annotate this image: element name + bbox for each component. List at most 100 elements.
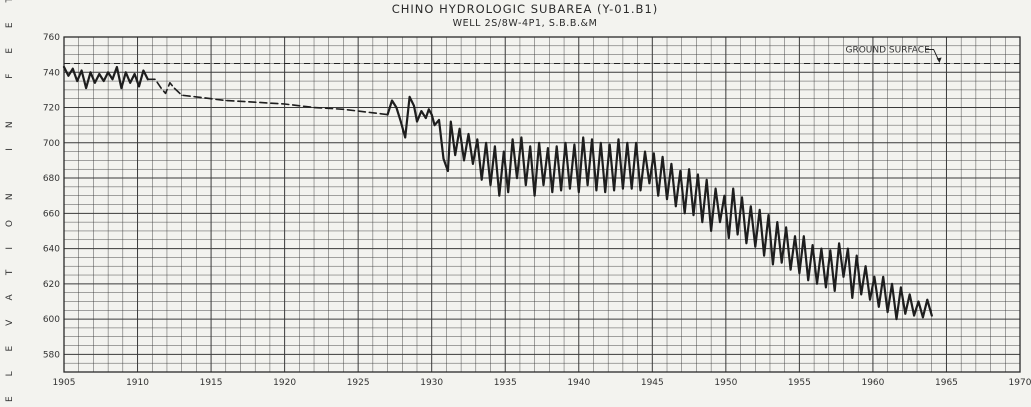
water-level-point	[342, 108, 344, 110]
water-level-point	[225, 99, 227, 102]
water-level-point	[160, 87, 162, 89]
water-level-point	[72, 68, 74, 70]
water-level-point	[719, 221, 721, 223]
water-level-point	[416, 121, 418, 123]
y-tick-label: 620	[43, 280, 60, 290]
ground-surface-leader	[925, 48, 941, 63]
water-level-point	[89, 71, 92, 73]
x-tick-label: 1940	[567, 378, 590, 388]
x-tick-label: 1905	[53, 378, 76, 388]
water-level-point	[569, 188, 571, 190]
water-level-point	[882, 276, 884, 278]
water-level-point	[891, 283, 893, 285]
water-level-point	[865, 265, 867, 267]
water-level-point	[447, 170, 449, 172]
water-level-point	[759, 209, 761, 211]
water-level-point	[785, 226, 787, 228]
water-level-point	[887, 311, 889, 313]
y-axis-label: ELEVATION IN FEET	[5, 0, 15, 402]
water-level-point	[284, 103, 286, 105]
water-level-point	[781, 262, 783, 264]
water-level-point	[710, 230, 712, 232]
x-tick-labels: 1905 1910 1915 1920 1925 1930 1935 1940 1945 1950…	[53, 378, 1031, 388]
y-tick-label: 700	[43, 139, 60, 149]
water-level-point	[617, 138, 620, 140]
reference-lines: GROUND SURFACE	[64, 45, 1020, 64]
water-level-point	[481, 179, 483, 181]
water-level-point	[420, 110, 422, 112]
water-level-point	[463, 159, 465, 161]
x-tick-label: 1945	[641, 378, 664, 388]
water-level-point	[564, 142, 567, 144]
water-level-point	[116, 66, 118, 68]
water-level-point	[494, 145, 496, 147]
water-level-point	[503, 151, 505, 153]
water-level-point	[556, 145, 558, 147]
water-level-point	[467, 133, 470, 135]
water-level-point	[904, 313, 906, 315]
water-level-point	[472, 163, 474, 165]
water-level-point	[723, 195, 726, 197]
water-level-point	[525, 184, 527, 186]
water-level-point	[812, 244, 814, 246]
water-level-point	[679, 170, 681, 172]
water-level-point	[98, 73, 100, 75]
water-level-point	[737, 233, 739, 236]
water-level-point	[684, 212, 686, 214]
water-level-point	[798, 272, 801, 274]
y-tick-label: 760	[43, 33, 60, 43]
water-level-point	[94, 82, 96, 84]
water-level-point	[120, 87, 122, 89]
water-level-point	[254, 101, 256, 103]
y-tick-label: 740	[43, 68, 60, 78]
water-level-point	[142, 69, 144, 72]
water-level-point	[125, 71, 127, 73]
water-level-point	[400, 121, 402, 123]
x-tick-label: 1920	[273, 378, 296, 388]
water-level-point	[648, 182, 651, 184]
water-level-point	[657, 195, 659, 197]
water-level-point	[869, 299, 871, 301]
water-level-point	[507, 191, 509, 193]
water-level-point	[595, 189, 598, 191]
water-level-point	[520, 136, 523, 139]
water-level-point	[434, 124, 436, 126]
water-level-point	[706, 179, 708, 181]
water-level-point	[697, 173, 699, 176]
water-level-point	[609, 144, 611, 146]
water-level-point	[772, 263, 774, 265]
water-level-point	[767, 214, 770, 216]
y-tick-labels: 760 740 720 700 680 660 640 620 600 580	[43, 33, 60, 360]
water-level-point	[662, 156, 664, 158]
water-level-point	[387, 114, 389, 116]
water-level-point	[587, 184, 589, 186]
water-level-point	[604, 191, 606, 193]
water-level-point	[745, 242, 748, 244]
water-level-point	[922, 316, 924, 318]
water-level-point	[842, 276, 845, 278]
water-level-point	[516, 177, 518, 179]
water-level-series-2	[147, 78, 389, 116]
water-level-point	[635, 142, 637, 144]
water-level-point	[404, 136, 406, 139]
water-level-point	[442, 158, 445, 160]
water-level-point	[107, 71, 109, 73]
water-level-point	[391, 99, 393, 102]
water-level-point	[622, 188, 624, 190]
water-level-point	[613, 189, 615, 191]
x-tick-label: 1950	[714, 378, 737, 388]
water-level-point	[838, 242, 840, 244]
x-tick-label: 1965	[935, 378, 958, 388]
water-level-point	[728, 237, 730, 239]
water-level-point	[851, 297, 853, 299]
water-level-point	[847, 248, 849, 250]
water-level-point	[85, 87, 87, 89]
y-tick-label: 580	[43, 350, 60, 360]
water-level-point	[653, 152, 655, 154]
water-level-point	[428, 108, 430, 110]
water-level-point	[154, 78, 156, 80]
chart-title: CHINO HYDROLOGIC SUBAREA (Y-01.B1)	[392, 2, 659, 16]
x-tick-label: 1910	[126, 378, 149, 388]
water-level-point	[485, 142, 487, 144]
